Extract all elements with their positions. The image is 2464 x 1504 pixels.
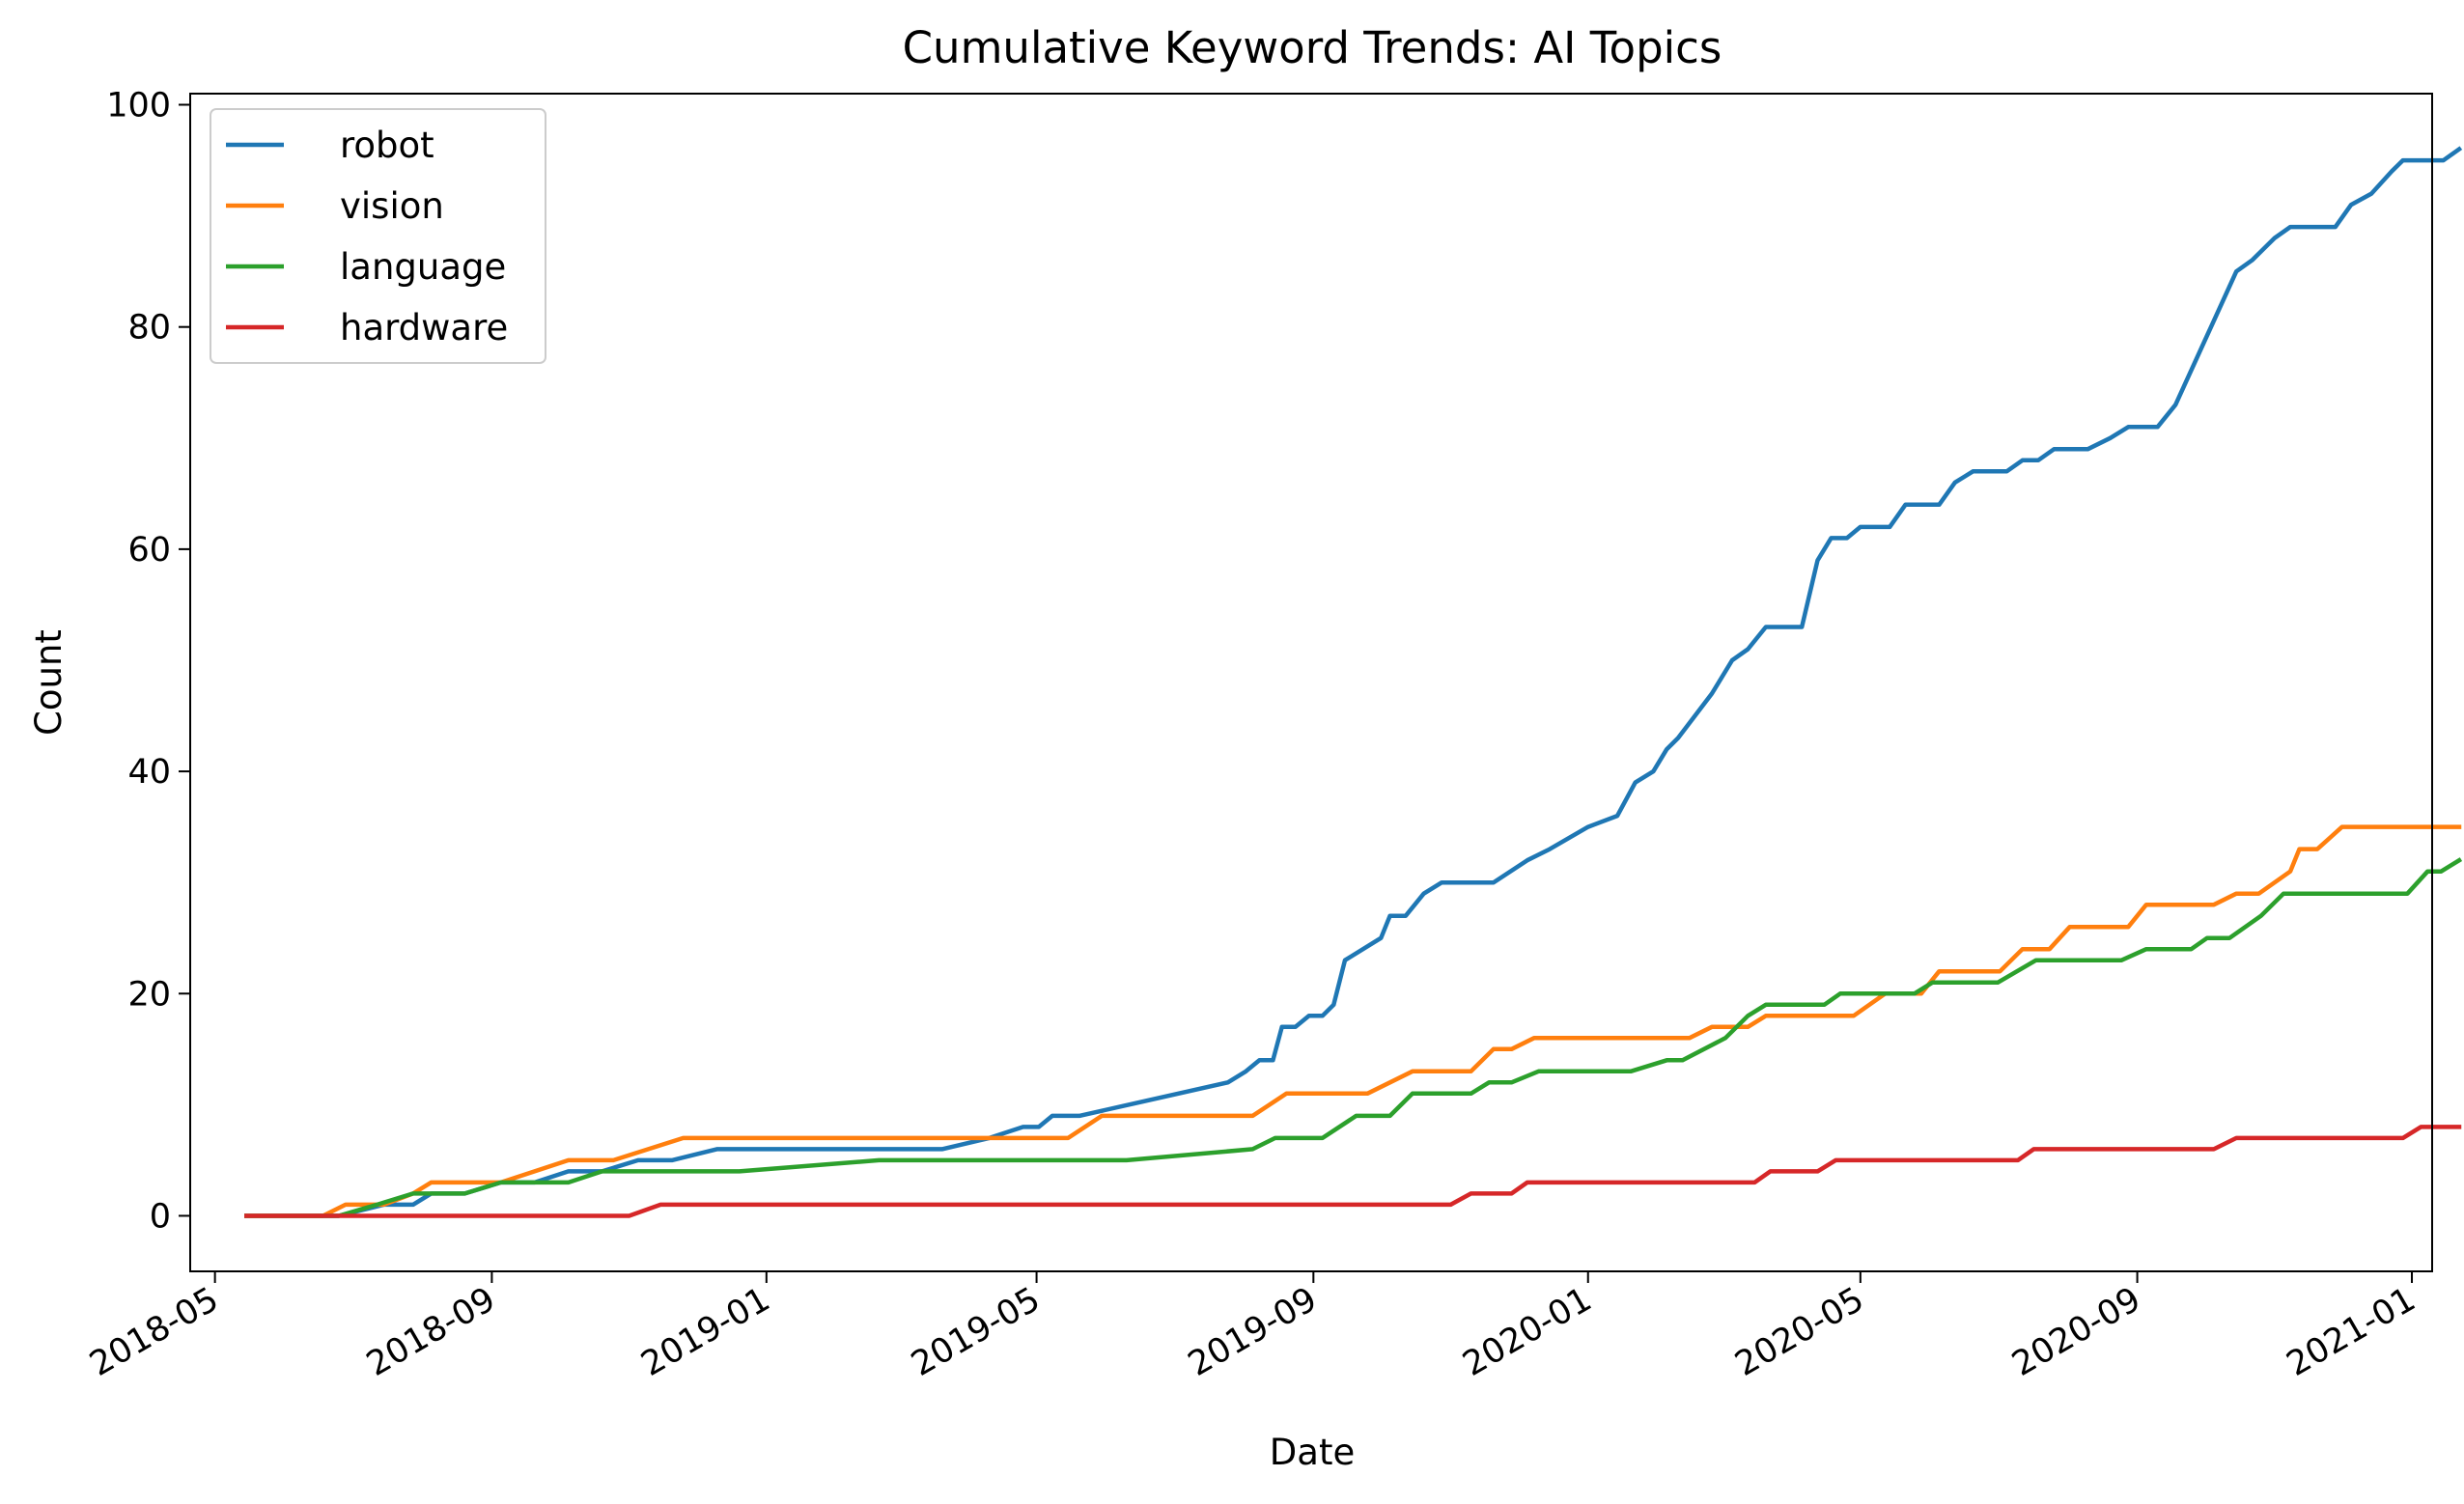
plot-frame	[189, 93, 2433, 1272]
x-axis-title: Date	[1270, 1432, 1355, 1473]
y-axis-title: Count	[28, 629, 70, 736]
chart-title: Cumulative Keyword Trends: AI Topics	[903, 22, 1722, 73]
legend-label-hardware: hardware	[340, 307, 508, 348]
y-tick-label: 40	[127, 753, 171, 792]
y-tick-label: 20	[127, 975, 171, 1014]
legend: robot vision language hardware	[210, 108, 546, 364]
y-tick-label: 0	[150, 1197, 171, 1236]
legend-label-robot: robot	[340, 125, 434, 166]
y-tick-label: 60	[127, 531, 171, 570]
y-tick-label: 80	[127, 309, 171, 348]
series-line-language	[244, 857, 2463, 1218]
series-line-robot	[244, 146, 2463, 1218]
y-tick-label: 100	[106, 87, 171, 125]
plot-area	[244, 146, 2463, 1218]
legend-box	[210, 108, 546, 364]
series-line-vision	[244, 824, 2462, 1218]
legend-label-language: language	[340, 246, 506, 288]
y-axis: 0 20 40 60 80 100	[106, 87, 190, 1236]
series-line-hardware	[244, 1125, 2462, 1218]
legend-label-vision: vision	[340, 185, 444, 227]
